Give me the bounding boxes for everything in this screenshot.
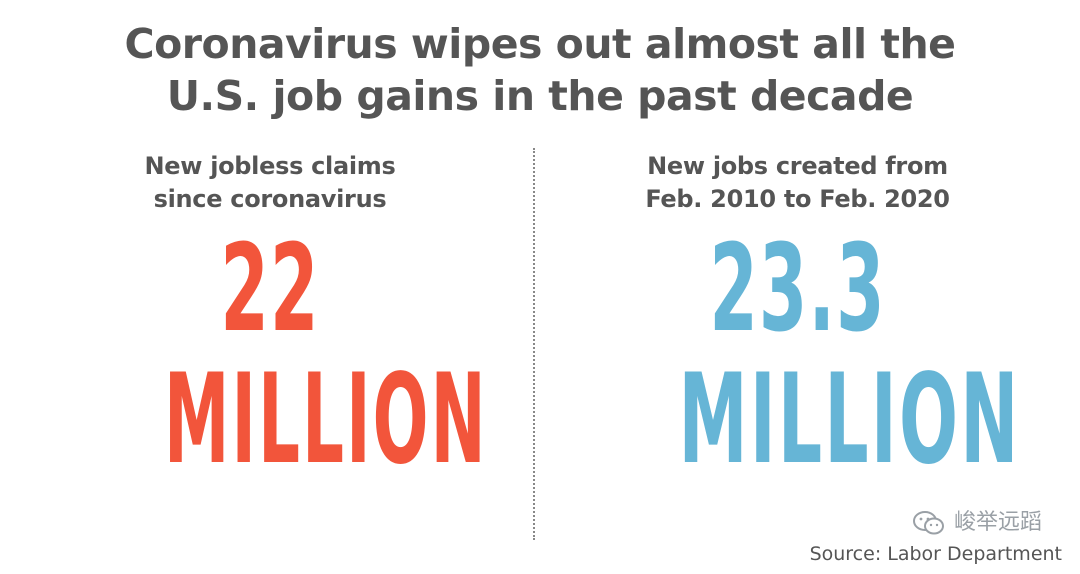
wechat-icon bbox=[912, 511, 944, 535]
watermark: 峻举远蹈 bbox=[912, 508, 1042, 538]
source-note: Source: Labor Department bbox=[809, 543, 1062, 565]
jobs-created-label-line-2: Feb. 2010 to Feb. 2020 bbox=[645, 185, 950, 213]
jobs-created-label-line-1: New jobs created from bbox=[647, 152, 948, 180]
jobs-created-panel: New jobs created from Feb. 2010 to Feb. … bbox=[585, 150, 1021, 492]
jobless-claims-label-line-1: New jobless claims bbox=[144, 152, 396, 180]
column-divider bbox=[533, 148, 535, 540]
jobs-created-value: 23.3 bbox=[709, 220, 886, 359]
jobless-claims-label-line-2: since coronavirus bbox=[153, 185, 387, 213]
jobs-created-unit: MILLION bbox=[678, 348, 1021, 492]
jobless-claims-label: New jobless claims since coronavirus bbox=[70, 150, 470, 216]
chart-title: Coronavirus wipes out almost all the U.S… bbox=[0, 18, 1080, 122]
chart-title-line-2: U.S. job gains in the past decade bbox=[166, 72, 914, 120]
watermark-text: 峻举远蹈 bbox=[953, 510, 1042, 535]
jobless-claims-value: 22 bbox=[220, 220, 320, 359]
jobs-created-label: New jobs created from Feb. 2010 to Feb. … bbox=[585, 150, 1010, 216]
jobless-claims-unit: MILLION bbox=[164, 348, 488, 492]
chart-title-line-1: Coronavirus wipes out almost all the bbox=[124, 20, 956, 68]
jobless-claims-panel: New jobless claims since coronavirus 22 … bbox=[70, 150, 488, 492]
